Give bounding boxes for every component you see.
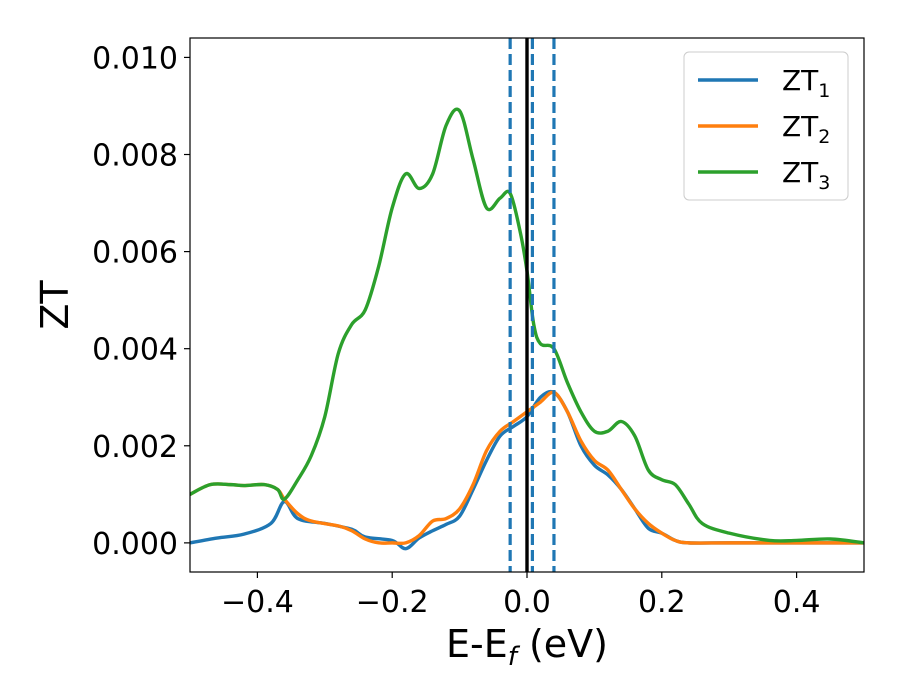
x-tick-label: 0.0 <box>503 585 551 620</box>
x-axis-ticks: −0.4 −0.2 0.0 0.2 0.4 <box>221 572 820 620</box>
reference-lines <box>508 38 556 572</box>
y-axis-label: ZT <box>33 280 77 330</box>
legend-box <box>683 51 849 201</box>
x-axis-label-main: E-E <box>446 622 508 666</box>
legend-label-zt2: ZT2 <box>782 110 830 148</box>
legend-label-zt1: ZT1 <box>782 64 830 102</box>
y-tick-label: 0.006 <box>92 236 178 271</box>
y-axis-ticks: 0.000 0.002 0.004 0.006 0.008 0.010 <box>92 41 190 562</box>
series-line-zt2 <box>190 390 864 546</box>
x-tick-label: 0.2 <box>638 585 686 620</box>
x-tick-label: −0.2 <box>356 585 429 620</box>
x-tick-label: −0.4 <box>221 585 294 620</box>
x-axis-label: E-Ef (eV) <box>446 622 608 672</box>
legend-label-zt3: ZT3 <box>782 156 830 194</box>
y-tick-label: 0.010 <box>92 41 178 76</box>
y-tick-label: 0.004 <box>92 333 178 368</box>
x-tick-label: 0.4 <box>773 585 821 620</box>
y-tick-label: 0.008 <box>92 139 178 174</box>
series-layer <box>190 107 864 551</box>
series-line-zt3 <box>190 107 864 545</box>
y-tick-label: 0.000 <box>92 527 178 562</box>
x-axis-label-suffix: (eV) <box>517 622 608 666</box>
legend: ZT1 ZT2 ZT3 <box>683 51 849 201</box>
y-tick-label: 0.002 <box>92 430 178 465</box>
